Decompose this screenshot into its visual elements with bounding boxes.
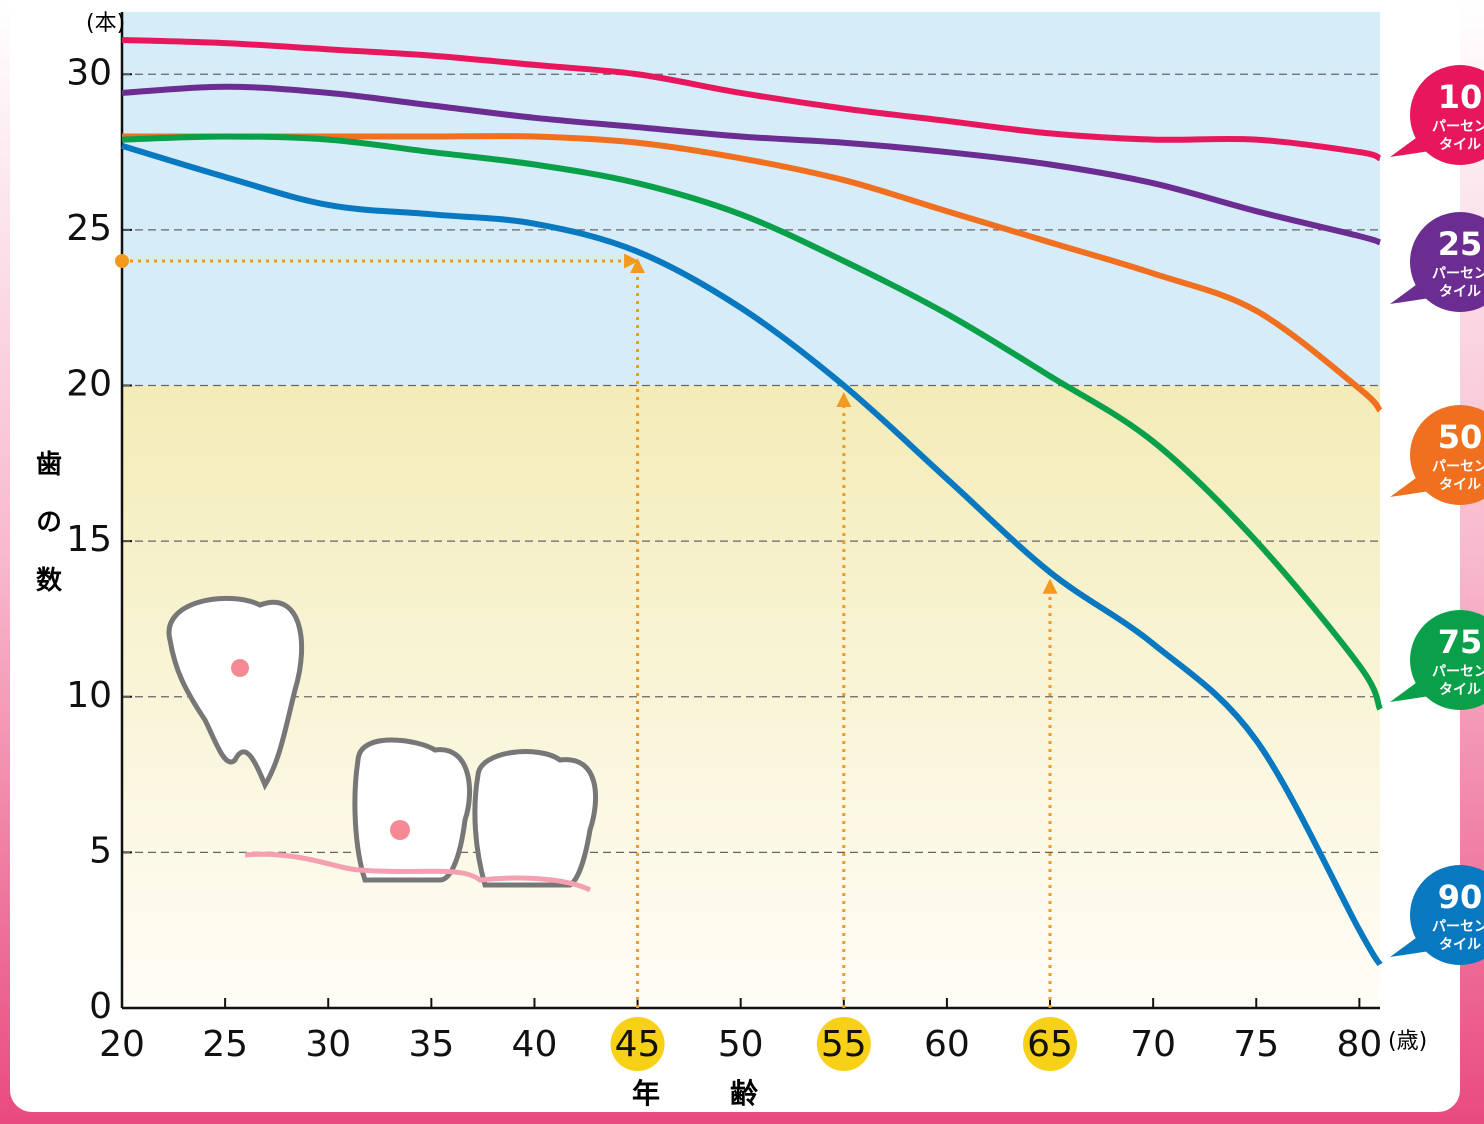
y-tick-label: 5 [89, 830, 112, 871]
legend-number: 75 [1438, 623, 1483, 661]
x-tick-label: 50 [718, 1024, 764, 1065]
legend-number: 10 [1438, 78, 1483, 116]
x-tick-label: 35 [408, 1024, 454, 1065]
y-tick-label: 0 [89, 986, 112, 1027]
legend-badge [1410, 65, 1484, 165]
series-line [121, 37, 1382, 162]
highlight-circle [1023, 1017, 1078, 1071]
x-tick-label: 60 [924, 1024, 970, 1065]
legend-text: タイル [1439, 477, 1481, 493]
x-unit: (歳) [1388, 1029, 1427, 1054]
legend-badge [1410, 610, 1484, 710]
highlight-circle [816, 1017, 871, 1071]
y-tick-label: 25 [66, 208, 112, 249]
y-axis-label: 歯の数 [32, 450, 62, 624]
legend-text: タイル [1439, 284, 1481, 300]
x-tick-label: 70 [1130, 1024, 1176, 1065]
y-tick-label: 15 [66, 519, 112, 560]
legend-badge [1410, 865, 1484, 965]
x-tick-label: 80 [1336, 1024, 1382, 1065]
y-tick-label: 30 [66, 52, 112, 93]
y-tick-label: 20 [66, 364, 112, 405]
x-tick-label: 40 [512, 1024, 558, 1065]
legend-badge [1410, 405, 1484, 505]
y-tick-label: 10 [66, 675, 112, 716]
legend-badge [1410, 212, 1484, 312]
x-tick-label: 30 [305, 1024, 351, 1065]
x-tick-label: 45 [615, 1024, 661, 1065]
legend-text: パーセン [1432, 266, 1484, 282]
highlight-circle [610, 1017, 665, 1071]
legend-number: 50 [1438, 418, 1483, 456]
legend-number: 90 [1438, 878, 1483, 916]
legend-text: パーセン [1432, 459, 1484, 475]
series-line [121, 142, 1383, 967]
legend-text: タイル [1439, 137, 1481, 153]
legend-text: タイル [1439, 937, 1481, 953]
arrow-origin [115, 254, 129, 268]
legend-text: パーセン [1432, 119, 1484, 135]
series-line [122, 133, 1383, 413]
legend-number: 25 [1438, 225, 1483, 263]
x-tick-label: 25 [202, 1024, 248, 1065]
y-unit: (本) [86, 11, 125, 36]
series-line [121, 83, 1381, 246]
legend-text: パーセン [1432, 919, 1484, 935]
x-tick-label: 75 [1233, 1024, 1279, 1065]
series-line [121, 133, 1383, 711]
legend-text: タイル [1439, 682, 1481, 698]
x-tick-label: 20 [99, 1024, 145, 1065]
legend-text: パーセン [1432, 664, 1484, 680]
teeth-illustration [166, 595, 598, 893]
x-tick-label: 55 [821, 1024, 867, 1065]
x-tick-label: 65 [1027, 1024, 1073, 1065]
x-axis-label: 年齢 [632, 1077, 828, 1110]
